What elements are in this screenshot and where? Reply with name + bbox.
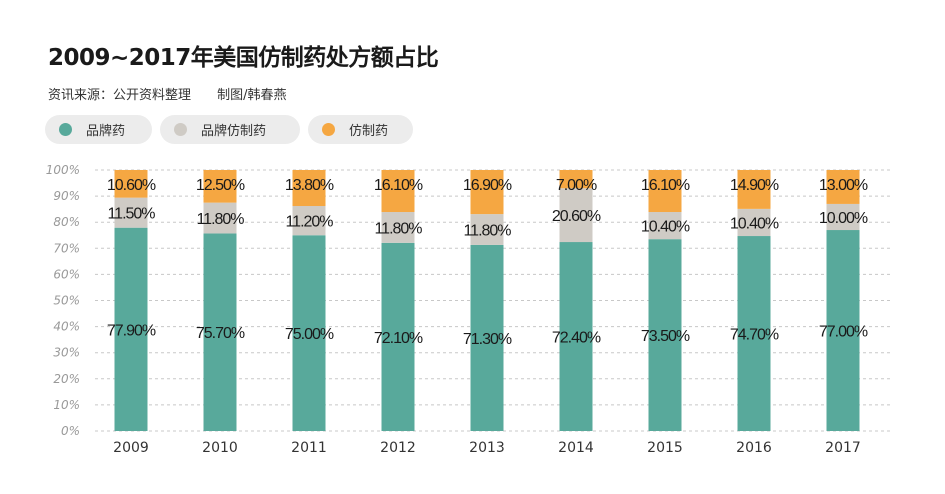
legend-item-brand: 品牌药 <box>45 115 152 144</box>
data-label: 16.10% <box>374 177 423 194</box>
legend-swatch <box>322 123 335 136</box>
data-label: 10.60% <box>107 177 156 194</box>
data-label: 11.80% <box>374 220 422 237</box>
bar-segment <box>114 170 148 198</box>
bar-segment <box>826 203 860 231</box>
bar-segment <box>203 202 237 234</box>
legend-item-generic: 仿制药 <box>308 115 413 144</box>
bar-segment <box>203 170 237 203</box>
data-label: 75.00% <box>285 326 334 343</box>
data-label: 16.10% <box>641 177 690 194</box>
bar-segment <box>737 208 771 237</box>
data-label: 13.80% <box>285 177 334 194</box>
bar-segment <box>292 235 326 431</box>
data-label: 11.50% <box>107 206 155 223</box>
y-tick-label: 40% <box>53 320 80 334</box>
bar-segment <box>826 230 860 431</box>
data-label: 75.70% <box>196 325 245 342</box>
data-label: 10.00% <box>819 210 868 227</box>
y-tick-label: 100% <box>46 163 80 177</box>
bar-segment <box>381 242 415 431</box>
bar-segment <box>292 206 326 236</box>
data-label: 10.40% <box>730 215 779 232</box>
bar-segment <box>470 214 504 245</box>
x-tick-label: 2012 <box>380 440 416 456</box>
bar-segment <box>826 170 860 204</box>
y-tick-label: 50% <box>53 294 80 308</box>
chart-title: 2009~2017年美国仿制药处方额占比 <box>48 45 439 71</box>
bar-segment <box>648 170 682 213</box>
x-tick-label: 2016 <box>736 440 772 456</box>
bar-segment <box>381 212 415 243</box>
data-label: 72.40% <box>552 330 601 347</box>
y-tick-label: 10% <box>53 398 80 412</box>
bar-segment <box>470 170 504 215</box>
x-tick-label: 2017 <box>825 440 861 456</box>
y-tick-label: 80% <box>53 215 80 229</box>
bar-segment <box>737 170 771 209</box>
y-tick-label: 60% <box>53 267 80 281</box>
bar-segment <box>737 236 771 431</box>
data-label: 11.20% <box>285 214 333 231</box>
data-label: 11.80% <box>196 211 244 228</box>
bar-segment <box>292 170 326 207</box>
bar-segment <box>559 170 593 189</box>
legend-label: 品牌仿制药 <box>201 124 267 139</box>
bar-segment <box>648 239 682 431</box>
bar-segment <box>559 188 593 243</box>
legend-label: 品牌药 <box>86 124 126 139</box>
x-tick-label: 2015 <box>647 440 683 456</box>
bar-segment <box>381 170 415 213</box>
y-tick-label: 30% <box>53 346 80 360</box>
bar-segment <box>648 212 682 240</box>
data-label: 74.70% <box>730 327 779 344</box>
data-label: 71.30% <box>463 331 512 348</box>
y-tick-label: 20% <box>53 372 80 386</box>
data-label: 73.50% <box>641 328 690 345</box>
data-label: 77.90% <box>107 322 156 339</box>
x-tick-label: 2013 <box>469 440 505 456</box>
x-tick-label: 2014 <box>558 440 594 456</box>
data-label: 10.40% <box>641 219 690 236</box>
bar-segment <box>114 227 148 431</box>
data-label: 72.10% <box>374 330 423 347</box>
bar-segment <box>114 197 148 228</box>
y-tick-label: 0% <box>61 424 80 438</box>
legend-swatch <box>174 123 187 136</box>
legend-label: 仿制药 <box>349 124 389 139</box>
y-tick-label: 90% <box>53 189 80 203</box>
chart-subtitle: 资讯来源：公开资料整理 制图/韩春燕 <box>48 84 309 103</box>
bar-segment <box>470 244 504 431</box>
legend-swatch <box>59 123 72 136</box>
source-note: 资讯来源：公开资料整理 <box>48 88 192 103</box>
x-tick-label: 2009 <box>113 440 149 456</box>
legend-item-branded-generic: 品牌仿制药 <box>160 115 300 144</box>
data-label: 77.00% <box>819 324 868 341</box>
x-tick-label: 2011 <box>291 440 327 456</box>
data-label: 14.90% <box>730 177 779 194</box>
bar-segment <box>203 233 237 431</box>
author-note: 制图/韩春燕 <box>217 88 287 103</box>
y-tick-label: 70% <box>53 241 80 255</box>
data-label: 11.80% <box>463 223 511 240</box>
x-tick-label: 2010 <box>202 440 238 456</box>
data-label: 16.90% <box>463 177 512 194</box>
data-label: 13.00% <box>819 177 868 194</box>
data-label: 7.00% <box>556 177 597 194</box>
data-label: 20.60% <box>552 208 601 225</box>
bar-segment <box>559 242 593 431</box>
data-label: 12.50% <box>196 177 245 194</box>
